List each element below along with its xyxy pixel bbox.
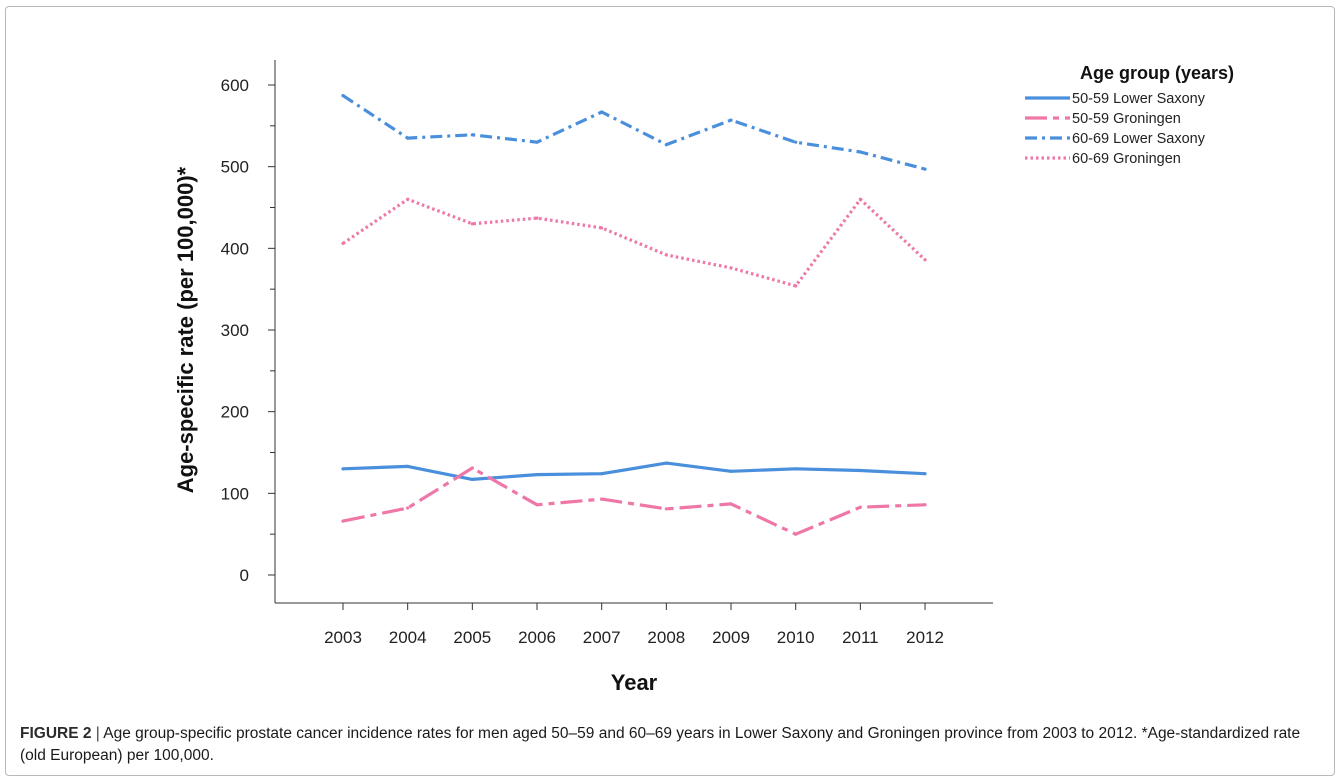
- data-point-series-2: [600, 497, 603, 500]
- data-point-series-2: [471, 466, 474, 469]
- x-tick-label: 2010: [777, 628, 815, 647]
- data-point-series-2: [794, 533, 797, 536]
- x-tick-label: 2004: [389, 628, 427, 647]
- data-point-series-4: [923, 258, 926, 261]
- data-point-series-3: [406, 136, 409, 139]
- figure-label: FIGURE 2: [20, 725, 91, 742]
- legend-label-3: 60-69 Lower Saxony: [1072, 131, 1206, 147]
- chart-axes: 0 100 200 300 400 500 600 2003 2004 2005 2006 2007 2…: [173, 60, 993, 695]
- y-tick-label: 200: [221, 403, 249, 422]
- caption-separator: |: [91, 725, 103, 742]
- data-point-series-4: [600, 226, 603, 229]
- data-point-series-4: [406, 198, 409, 201]
- x-tick-label: 2012: [906, 628, 944, 647]
- y-tick-label: 300: [221, 321, 249, 340]
- y-tick-label: 600: [221, 76, 249, 95]
- data-point-series-3: [600, 110, 603, 113]
- data-point-series-4: [665, 253, 668, 256]
- y-tick-label: 100: [221, 484, 249, 503]
- data-point-series-3: [471, 133, 474, 136]
- x-tick-label: 2007: [583, 628, 621, 647]
- data-point-series-2: [729, 502, 732, 505]
- legend-label-4: 60-69 Groningen: [1072, 151, 1181, 167]
- data-point-series-2: [406, 506, 409, 509]
- figure-caption: FIGURE 2 | Age group-specific prostate c…: [20, 723, 1320, 767]
- data-point-series-1: [535, 473, 538, 476]
- data-point-series-3: [535, 141, 538, 144]
- legend-title: Age group (years): [1080, 63, 1234, 83]
- data-point-series-4: [794, 284, 797, 287]
- legend-label-1: 50-59 Lower Saxony: [1072, 91, 1206, 107]
- data-point-series-2: [859, 506, 862, 509]
- x-tick-label: 2008: [647, 628, 685, 647]
- data-point-series-2: [341, 520, 344, 523]
- data-point-series-4: [535, 217, 538, 220]
- data-point-series-3: [341, 94, 344, 97]
- data-point-series-3: [794, 141, 797, 144]
- data-point-series-1: [794, 467, 797, 470]
- data-point-series-1: [729, 470, 732, 473]
- data-point-series-3: [729, 119, 732, 122]
- chart-series: [341, 94, 926, 536]
- caption-text: Age group-specific prostate cancer incid…: [20, 725, 1300, 764]
- x-tick-label: 2009: [712, 628, 750, 647]
- data-point-series-1: [471, 478, 474, 481]
- data-point-series-2: [535, 503, 538, 506]
- x-tick-label: 2011: [842, 628, 879, 647]
- data-point-series-4: [859, 198, 862, 201]
- data-point-series-1: [859, 469, 862, 472]
- data-point-series-1: [600, 472, 603, 475]
- data-point-series-3: [859, 150, 862, 153]
- data-point-series-2: [923, 503, 926, 506]
- y-tick-label: 0: [240, 566, 249, 585]
- x-tick-label: 2003: [324, 628, 362, 647]
- data-point-series-1: [923, 472, 926, 475]
- data-point-series-3: [665, 143, 668, 146]
- data-point-series-4: [471, 222, 474, 225]
- series-line-4: [343, 199, 925, 286]
- data-point-series-1: [406, 465, 409, 468]
- series-line-1: [343, 463, 925, 479]
- series-line-2: [343, 468, 925, 534]
- data-point-series-2: [665, 507, 668, 510]
- y-tick-label: 400: [221, 239, 249, 258]
- y-axis-title: Age-specific rate (per 100,000)*: [173, 166, 198, 493]
- data-point-series-1: [341, 467, 344, 470]
- legend-label-2: 50-59 Groningen: [1072, 111, 1181, 127]
- x-tick-label: 2005: [453, 628, 491, 647]
- line-chart: 0 100 200 300 400 500 600 2003 2004 2005 2006 2007 2…: [0, 0, 1342, 720]
- chart-legend: Age group (years) 50-59 Lower Saxony 50-59…: [1025, 63, 1234, 167]
- data-point-series-3: [923, 168, 926, 171]
- data-point-series-4: [341, 242, 344, 245]
- x-axis-title: Year: [611, 670, 658, 695]
- data-point-series-4: [729, 266, 732, 269]
- data-point-series-1: [665, 462, 668, 465]
- y-tick-label: 500: [221, 158, 249, 177]
- series-line-3: [343, 96, 925, 170]
- x-tick-label: 2006: [518, 628, 556, 647]
